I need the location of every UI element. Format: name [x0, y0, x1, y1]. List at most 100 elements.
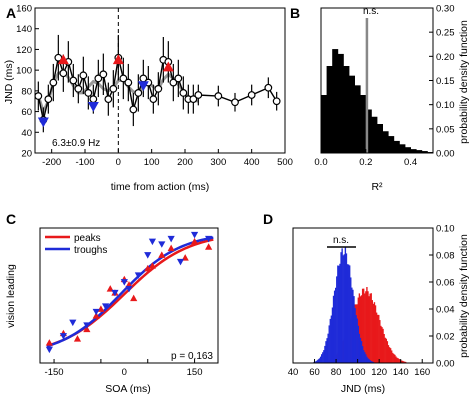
- panel-a-trough-marker: [137, 81, 149, 92]
- panel-d-histogram-bar-blue: [322, 352, 324, 363]
- panel-a: -200 -100 0 100 200 300 400 500 20 40 60 80 100 120 14…: [3, 4, 293, 194]
- panel-d-histogram-bar-blue: [361, 346, 364, 363]
- panel-d-histogram-bar-blue: [346, 264, 349, 363]
- panel-d-x-tick-label: 120: [371, 367, 387, 378]
- panel-a-data-point: [134, 89, 143, 97]
- panel-letter-c: C: [6, 211, 16, 227]
- panel-a-y-tick-label: 60: [21, 107, 32, 118]
- panel-c-fit-curve-troughs: [46, 236, 214, 348]
- panel-a-data-point: [231, 98, 239, 107]
- panel-d-histogram-bar-blue: [355, 315, 357, 363]
- panel-d-histogram-bar-red: [386, 341, 389, 363]
- panel-d-histogram-bar-blue: [358, 333, 361, 363]
- panel-c-point-troughs: [148, 238, 157, 246]
- panel-a-y-tick-label: 20: [21, 149, 32, 160]
- panel-d-x-tick-label: 140: [393, 367, 409, 378]
- panel-d-histogram-bar-red: [374, 305, 377, 363]
- panel-a-x-tick-label: -200: [42, 157, 61, 168]
- panel-d-y-axis-label: probability density function: [458, 234, 470, 358]
- panel-b-histogram-bar: [365, 109, 372, 153]
- panel-c-frame: [39, 227, 219, 364]
- panel-d-histogram-bar-red: [375, 312, 378, 363]
- panel-d-histogram-bar-blue: [341, 248, 343, 363]
- panel-d-histogram-bar-red: [393, 353, 395, 363]
- panel-d-histogram-bar-blue: [329, 318, 331, 363]
- panel-a-data-point: [109, 84, 118, 93]
- panel-c-point-peaks: [45, 339, 53, 346]
- panel-a-peak-marker: [162, 61, 174, 72]
- panel-d-y-tick-label: 0.08: [436, 251, 455, 262]
- panel-d-histogram-bar-blue: [363, 350, 365, 363]
- panel-d-histogram-bar-blue: [349, 265, 351, 363]
- panel-d-x-tick-label: 100: [350, 367, 366, 378]
- panel-b-histogram-bar: [332, 49, 339, 154]
- panel-d-histogram-bar-blue: [335, 287, 337, 363]
- panel-c-point-troughs: [125, 285, 133, 293]
- panel-d-histogram-bar-blue: [350, 277, 352, 363]
- panel-d-histogram-bar-blue: [318, 358, 321, 363]
- panel-d-histogram-bar-blue: [333, 290, 336, 363]
- panel-d-y-tick-label: 0.10: [436, 224, 455, 235]
- panel-a-data-point: [94, 74, 103, 83]
- panel-a-peak-marker: [112, 54, 124, 65]
- panel-d-histogram-bar-red: [365, 291, 367, 363]
- panel-d-histogram-bar-blue: [342, 255, 344, 363]
- panel-d-histogram-bar-blue: [370, 361, 372, 363]
- panel-d-y-tick-label: 0.06: [436, 278, 455, 289]
- panel-b-histogram-bar: [360, 95, 367, 153]
- panel-a-data-point: [214, 92, 223, 100]
- panel-a-x-axis-label: time from action (ms): [111, 181, 210, 193]
- panel-d-histogram-bar-red: [364, 293, 366, 363]
- panel-d-histogram-bar-blue: [357, 325, 359, 363]
- legend-troughs-label: troughs: [74, 245, 107, 256]
- panel-d-histogram-bar-red: [387, 345, 390, 363]
- panel-a-data-point: [59, 69, 68, 78]
- panel-d-histogram-bar-blue: [324, 345, 326, 363]
- panel-a-x-tick-label: 0: [116, 157, 121, 168]
- panel-b-y-tick-label: 0.30: [436, 4, 455, 15]
- panel-d-histogram-bar-red: [377, 314, 379, 363]
- panel-d-histogram-bar-red: [360, 295, 363, 363]
- panel-b-histogram-bar: [321, 95, 327, 153]
- panel-d-histogram-bar-blue: [352, 289, 354, 363]
- panel-letter-d: D: [263, 211, 273, 227]
- panel-c-legend: peaks troughs: [45, 233, 107, 256]
- panel-c-point-peaks: [158, 251, 166, 258]
- panel-a-y-tick-label: 100: [16, 66, 32, 77]
- panel-c-point-peaks: [190, 237, 199, 245]
- panel-b-histogram-bar: [326, 66, 333, 153]
- panel-d-x-tick-label: 80: [331, 367, 342, 378]
- panel-a-data-point: [84, 89, 93, 97]
- panel-d-histogram-bar-red: [392, 352, 394, 363]
- panel-c-point-peaks: [73, 335, 82, 342]
- panel-d-histogram-bar-red: [402, 361, 405, 363]
- panel-d-histogram-bar-blue: [354, 308, 356, 363]
- panel-c-x-tick-label: 150: [187, 367, 203, 378]
- panel-d-histogram-bar-blue: [338, 265, 340, 363]
- panel-a-peak-marker: [57, 54, 69, 65]
- panel-d-histogram-bar-blue: [323, 350, 325, 363]
- panel-a-x-tick-label: 200: [177, 157, 193, 168]
- legend-peaks-label: peaks: [74, 233, 101, 244]
- panel-c-point-peaks: [148, 262, 157, 269]
- panel-c-point-peaks: [83, 325, 91, 333]
- panel-letter-b: B: [290, 5, 300, 21]
- panel-d-histogram-bar-red: [384, 337, 386, 363]
- panel-d-histogram-bar-blue: [319, 356, 322, 363]
- panel-b-histogram-bar: [388, 136, 395, 153]
- panel-a-x-tick-label: 400: [244, 157, 260, 168]
- panel-b-y-tick-label: 0.05: [436, 124, 455, 135]
- panel-d-histogram-bar-red: [379, 320, 381, 363]
- panel-d-histogram-bar-blue: [365, 354, 367, 363]
- panel-c-point-troughs: [92, 308, 100, 316]
- panel-d-histogram-bar-red: [370, 293, 372, 363]
- panel-d-histogram-bar-red: [385, 338, 387, 363]
- panel-b-histogram-bar: [393, 140, 400, 153]
- panel-d-x-axis-label: JND (ms): [341, 383, 385, 395]
- panel-a-y-tick-label: 40: [21, 128, 32, 139]
- panel-a-data-point: [49, 78, 58, 87]
- panel-d-histogram-bar-red: [396, 357, 398, 363]
- panel-d-histogram-bar-red: [372, 303, 375, 363]
- panel-b-y-tick-label: 0.00: [436, 149, 455, 160]
- panel-c-point-troughs: [101, 303, 110, 310]
